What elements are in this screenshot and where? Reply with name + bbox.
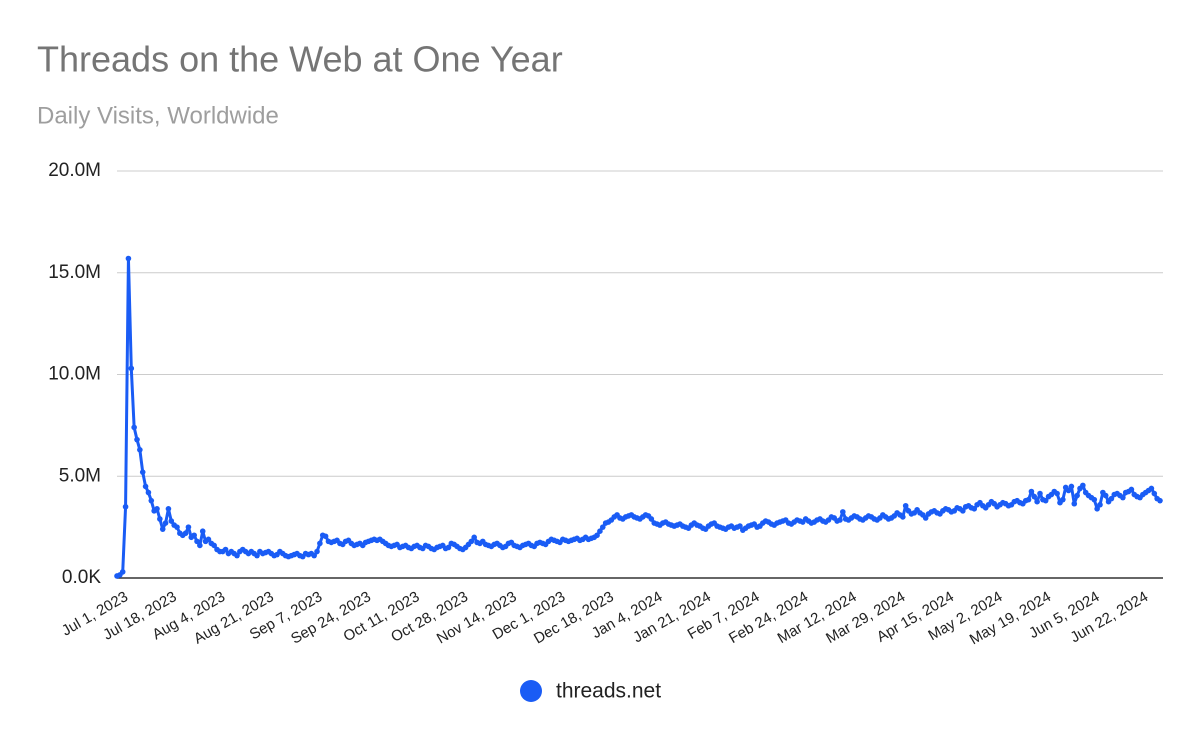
data-point	[445, 544, 452, 551]
data-point	[1071, 500, 1078, 507]
data-point	[1148, 485, 1155, 492]
data-point	[471, 534, 477, 541]
y-tick-label: 5.0M	[59, 465, 101, 486]
data-point	[971, 506, 978, 512]
data-point	[737, 523, 743, 529]
data-point	[314, 548, 320, 555]
data-point	[1151, 490, 1158, 497]
data-point	[1097, 501, 1103, 508]
data-point	[234, 552, 240, 559]
data-point	[222, 546, 229, 553]
data-point	[922, 515, 929, 521]
data-point	[139, 469, 146, 475]
y-tick-label: 15.0M	[48, 262, 101, 283]
data-point	[168, 518, 175, 524]
y-tick-label: 0.0K	[62, 567, 101, 588]
data-point	[900, 514, 906, 520]
data-point	[154, 506, 160, 512]
data-point	[1091, 496, 1098, 503]
data-point	[1120, 494, 1126, 501]
data-point	[122, 503, 129, 510]
data-point	[1025, 496, 1032, 503]
data-point	[125, 255, 132, 262]
data-point	[137, 446, 143, 453]
data-point	[1060, 496, 1066, 503]
legend-marker	[520, 680, 542, 702]
data-point	[1080, 482, 1086, 489]
data-point	[165, 506, 172, 512]
data-point	[119, 569, 126, 575]
data-point	[182, 530, 189, 537]
data-point	[902, 502, 909, 509]
data-point	[205, 536, 212, 543]
data-point	[174, 524, 180, 530]
data-point	[1068, 483, 1075, 490]
data-point	[1042, 497, 1049, 504]
data-point	[159, 526, 166, 532]
data-point	[131, 424, 137, 431]
data-point	[185, 524, 192, 530]
y-tick-label: 20.0M	[48, 160, 101, 181]
data-point	[134, 436, 140, 443]
chart-title: Threads on the Web at One Year	[37, 39, 563, 80]
data-point	[197, 542, 203, 549]
data-point	[194, 538, 200, 545]
data-point	[1108, 495, 1115, 502]
data-point	[142, 483, 149, 490]
data-point	[254, 552, 260, 559]
data-point	[317, 540, 323, 547]
data-point	[837, 517, 843, 523]
data-point	[597, 528, 603, 534]
data-point	[1028, 488, 1035, 495]
chart-subtitle: Daily Visits, Worldwide	[37, 102, 279, 129]
data-point	[191, 532, 197, 539]
data-point	[1037, 490, 1043, 497]
legend-label: threads.net	[556, 680, 661, 703]
data-point	[594, 532, 600, 539]
data-point	[1034, 498, 1040, 505]
data-point	[599, 524, 606, 530]
data-point	[211, 542, 217, 549]
data-point	[128, 365, 135, 372]
data-point	[322, 533, 329, 540]
data-point	[1094, 506, 1100, 512]
data-point	[1102, 492, 1109, 499]
data-point	[199, 528, 206, 534]
data-point	[1074, 492, 1080, 499]
data-point	[1031, 493, 1038, 500]
data-point	[468, 538, 475, 545]
data-point	[1157, 497, 1163, 504]
data-point	[648, 516, 655, 522]
data-point	[1065, 487, 1072, 494]
data-point	[960, 508, 966, 514]
y-tick-label: 10.0M	[48, 364, 101, 385]
data-point	[311, 552, 317, 559]
data-point	[162, 520, 169, 526]
data-point	[145, 489, 152, 496]
data-point	[148, 497, 155, 504]
data-point	[1128, 486, 1135, 493]
data-point	[1054, 490, 1060, 497]
data-point	[157, 516, 163, 522]
data-point	[840, 509, 846, 515]
